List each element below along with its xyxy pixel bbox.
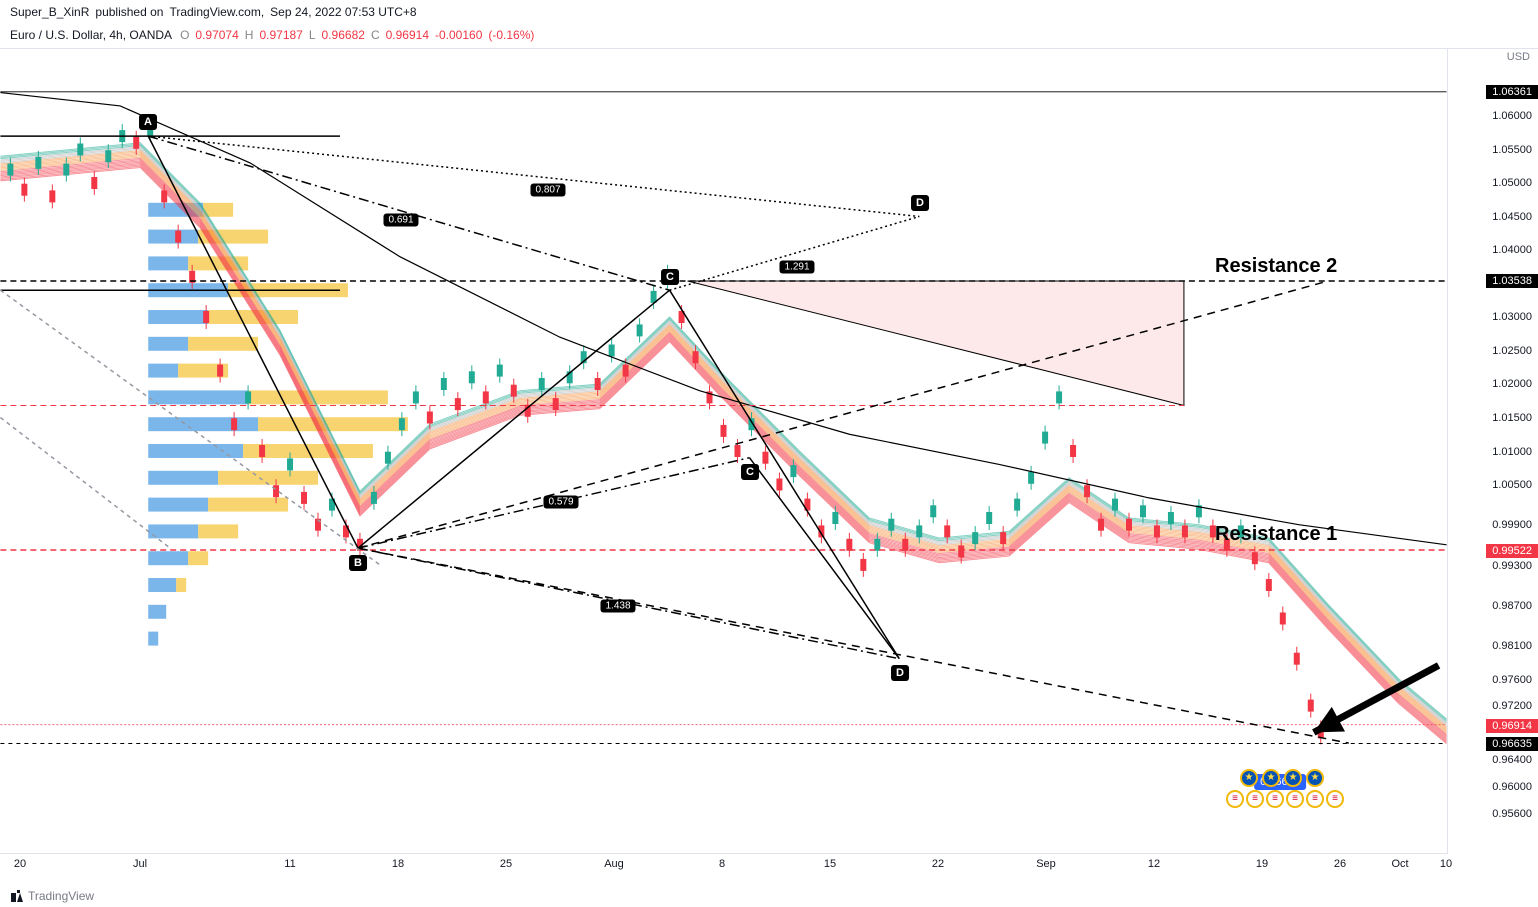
chart-area[interactable]: A B C C D D 0.807 0.691 1.291 0.579 1.438 Resistanc… — [0, 48, 1448, 853]
node-label-C: C — [741, 464, 759, 480]
x-tick: 22 — [932, 858, 944, 870]
usd-coin-icon: ≡ — [1226, 790, 1244, 808]
annotation-resistance-2: Resistance 2 — [1215, 255, 1337, 278]
y-tick: 1.05500 — [1492, 144, 1532, 156]
y-tick: 1.04500 — [1492, 211, 1532, 223]
y-tick: 1.02500 — [1492, 345, 1532, 357]
usd-coin-icon: ≡ — [1286, 790, 1304, 808]
change-pct: (-0.16%) — [488, 28, 534, 42]
open-value: 0.97074 — [195, 28, 238, 42]
x-tick: Oct — [1391, 858, 1408, 870]
y-tick: 1.05000 — [1492, 177, 1532, 189]
x-axis[interactable]: 20Jul111825Aug81522Sep121926Oct10 — [0, 853, 1448, 887]
y-tick: 1.01500 — [1492, 412, 1532, 424]
node-label-D: D — [911, 195, 929, 211]
close-value: 0.96914 — [386, 28, 429, 42]
price-tag: 0.99522 — [1486, 544, 1538, 558]
high-value: 0.97187 — [259, 28, 302, 42]
y-tick: 0.95600 — [1492, 808, 1532, 820]
ratio-label-0.579: 0.579 — [543, 495, 578, 508]
chart-svg — [0, 49, 1447, 853]
y-tick: 1.01000 — [1492, 446, 1532, 458]
y-tick: 1.00500 — [1492, 479, 1532, 491]
y-tick: 0.96000 — [1492, 781, 1532, 793]
node-label-A: A — [139, 114, 157, 130]
high-label: H — [245, 28, 254, 42]
y-tick: 0.99900 — [1492, 519, 1532, 531]
price-tag: 1.03538 — [1486, 274, 1538, 288]
close-label: C — [371, 28, 380, 42]
x-tick: 8 — [719, 858, 725, 870]
usd-coin-icon: ≡ — [1266, 790, 1284, 808]
x-tick: 19 — [1256, 858, 1268, 870]
price-tag: 0.96914 — [1486, 719, 1538, 733]
symbol-name[interactable]: Euro / U.S. Dollar, 4h, OANDA — [10, 28, 172, 42]
usd-coin-icon: ≡ — [1326, 790, 1344, 808]
eur-coin-icon: ★ — [1306, 769, 1324, 787]
tradingview-watermark: TradingView — [10, 889, 94, 903]
brand-label: TradingView — [28, 889, 94, 903]
x-tick: Jul — [133, 858, 147, 870]
y-tick: 1.04000 — [1492, 244, 1532, 256]
ratio-label-1.291: 1.291 — [779, 261, 814, 274]
x-tick: 15 — [824, 858, 836, 870]
x-tick: 12 — [1148, 858, 1160, 870]
y-tick: 0.99300 — [1492, 560, 1532, 572]
price-tag: 0.96635 — [1486, 737, 1538, 751]
y-tick: 0.97200 — [1492, 700, 1532, 712]
low-value: 0.96682 — [322, 28, 365, 42]
x-tick: 18 — [392, 858, 404, 870]
price-tag: 1.06361 — [1486, 85, 1538, 99]
x-tick: Sep — [1036, 858, 1056, 870]
y-tick: 1.06000 — [1492, 110, 1532, 122]
x-tick: 10 — [1440, 858, 1452, 870]
node-label-B: B — [349, 555, 367, 571]
annotation-resistance-1: Resistance 1 — [1215, 523, 1337, 546]
y-axis-unit: USD — [1507, 51, 1530, 63]
publisher: Super_B_XinR — [10, 5, 89, 19]
y-tick: 1.03000 — [1492, 311, 1532, 323]
x-tick: 25 — [500, 858, 512, 870]
node-label-C: C — [661, 269, 679, 285]
ratio-label-0.691: 0.691 — [383, 214, 418, 227]
publish-date: Sep 24, 2022 07:53 UTC+8 — [270, 5, 416, 19]
eur-coin-icon: ★ — [1284, 769, 1302, 787]
usd-coin-icon: ≡ — [1306, 790, 1324, 808]
y-tick: 0.98100 — [1492, 640, 1532, 652]
x-tick: 11 — [284, 858, 295, 870]
low-label: L — [309, 28, 316, 42]
published-verb: published on — [95, 5, 163, 19]
y-tick: 0.97600 — [1492, 674, 1532, 686]
symbol-bar: Euro / U.S. Dollar, 4h, OANDA O 0.97074 … — [0, 24, 1538, 46]
x-tick: 20 — [14, 858, 26, 870]
ohlc-block: O 0.97074 H 0.97187 L 0.96682 C 0.96914 … — [180, 28, 534, 42]
y-tick: 0.96400 — [1492, 754, 1532, 766]
node-label-D: D — [891, 665, 909, 681]
y-axis[interactable]: USD 1.06000 1.05500 1.05000 1.04500 1.04000 1… — [1448, 48, 1538, 853]
y-tick: 0.98700 — [1492, 600, 1532, 612]
x-tick: 26 — [1334, 858, 1346, 870]
usd-coin-icon: ≡ — [1246, 790, 1264, 808]
open-label: O — [180, 28, 189, 42]
publish-info-bar: Super_B_XinR published on TradingView.co… — [0, 0, 1538, 24]
tradingview-logo-icon — [10, 889, 24, 903]
change-value: -0.00160 — [435, 28, 482, 42]
eur-coin-icon: ★ — [1262, 769, 1280, 787]
ratio-label-1.438: 1.438 — [600, 599, 635, 612]
ratio-label-0.807: 0.807 — [530, 183, 565, 196]
x-tick: Aug — [604, 858, 624, 870]
y-tick: 1.02000 — [1492, 378, 1532, 390]
site: TradingView.com, — [169, 5, 264, 19]
eur-coin-icon: ★ — [1240, 769, 1258, 787]
